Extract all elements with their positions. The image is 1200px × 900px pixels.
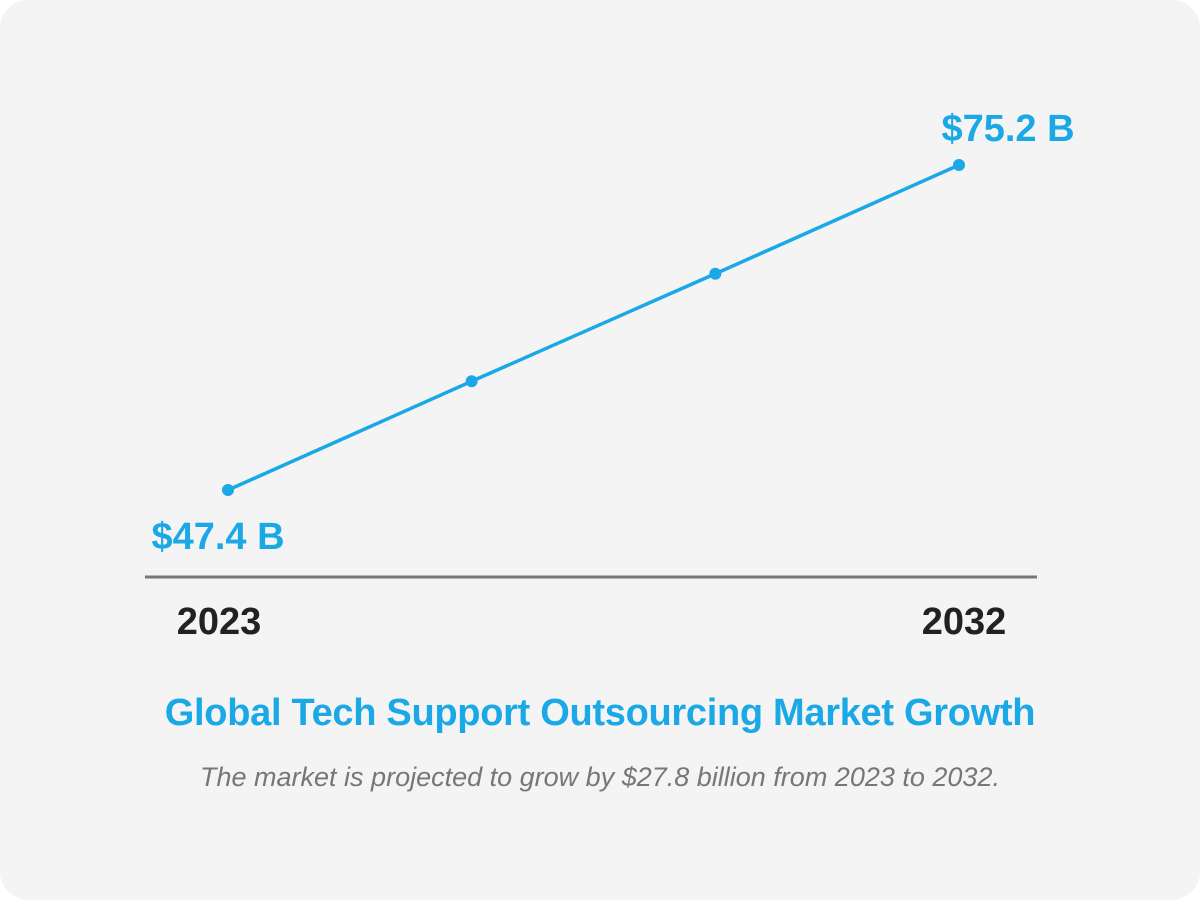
- data-point: [953, 159, 965, 171]
- chart-title: Global Tech Support Outsourcing Market G…: [164, 692, 1036, 734]
- data-point: [465, 375, 478, 388]
- x-tick-label: 2023: [177, 601, 262, 643]
- data-point: [709, 267, 722, 280]
- data-label: $47.4 B: [151, 516, 284, 558]
- x-tick-label: 2032: [922, 601, 1007, 643]
- series-line: [227, 163, 960, 492]
- data-label: $75.2 B: [941, 108, 1074, 150]
- data-point: [222, 484, 234, 496]
- chart-subtitle: The market is projected to grow by $27.8…: [200, 762, 1000, 792]
